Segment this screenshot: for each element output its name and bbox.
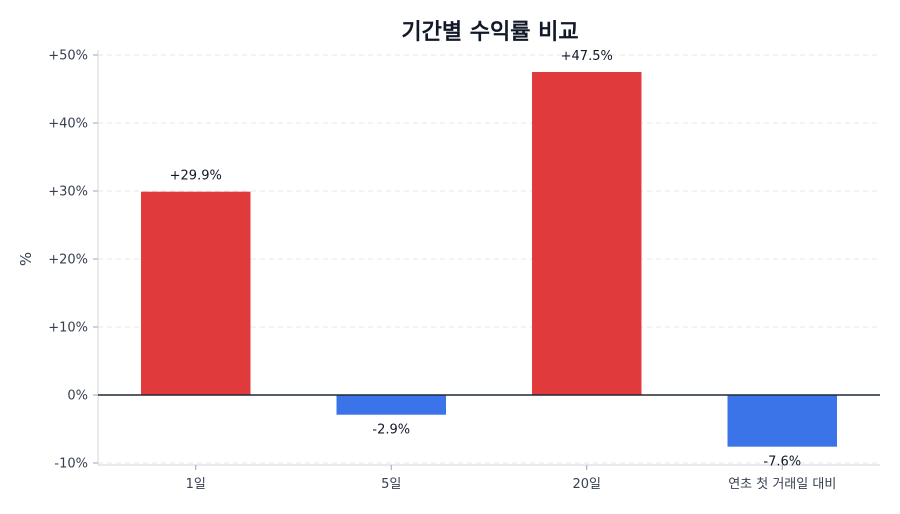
y-tick-label: +10% [48, 321, 88, 336]
y-tick-label: +30% [48, 185, 88, 200]
y-tick-label: 0% [67, 389, 88, 404]
x-category-label: 연초 첫 거래일 대비 [728, 477, 836, 492]
y-tick-label: -10% [54, 457, 88, 472]
label-layer: -10% 0% +10% +20% +30% +40% +50%% +29.9% 1일 -2.9%… [17, 49, 836, 493]
bar-value-label: -7.6% [763, 455, 801, 470]
bar-1 [141, 191, 251, 395]
bar-4 [727, 395, 837, 447]
bar-3 [532, 72, 642, 395]
chart-title: 기간별 수익률 비교 [401, 20, 579, 45]
y-tick-label: +40% [48, 117, 88, 132]
y-tick-label: +50% [48, 49, 88, 64]
axis-layer [93, 50, 880, 470]
bar-2 [336, 395, 446, 415]
x-category-label: 20일 [572, 477, 601, 492]
bar-value-label: -2.9% [372, 423, 410, 438]
x-category-label: 5일 [381, 477, 401, 492]
bar-value-label: +29.9% [170, 169, 222, 184]
x-category-label: 1일 [186, 477, 206, 492]
y-tick-label: +20% [48, 253, 88, 268]
bar-value-label: +47.5% [561, 49, 613, 64]
bar-layer [141, 72, 837, 447]
y-axis-title: % [17, 252, 35, 266]
